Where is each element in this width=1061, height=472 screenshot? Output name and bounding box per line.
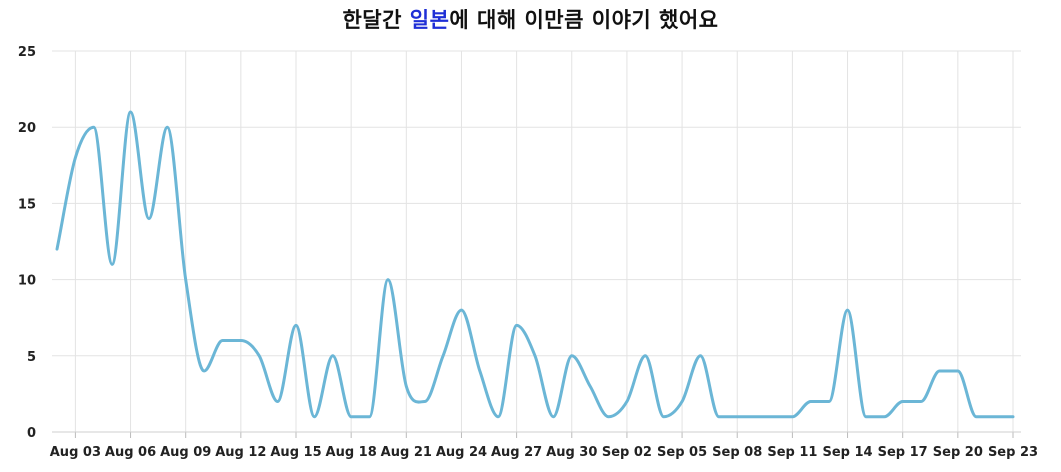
x-tick-label: Aug 18 (326, 445, 377, 460)
x-tick-label: Sep 17 (878, 445, 928, 460)
x-tick-label: Aug 15 (270, 445, 321, 460)
x-tick-label: Sep 14 (822, 445, 872, 460)
x-tick-label: Aug 03 (50, 445, 101, 460)
y-tick-label: 0 (27, 426, 36, 441)
grid-lines (52, 50, 1021, 438)
x-tick-label: Sep 05 (657, 445, 707, 460)
y-tick-label: 10 (18, 274, 36, 289)
x-tick-label: Sep 08 (712, 445, 762, 460)
x-tick-label: Aug 09 (160, 445, 211, 460)
chart-title: 한달간 일본에 대해 이만큼 이야기 했어요 (0, 4, 1061, 34)
y-tick-label: 5 (27, 350, 36, 365)
y-tick-label: 25 (18, 45, 36, 60)
x-tick-label: Aug 27 (491, 445, 542, 460)
y-axis-ticks: 0 5 10 15 20 25 (18, 45, 36, 441)
x-tick-label: Aug 24 (436, 445, 487, 460)
y-tick-label: 20 (18, 121, 36, 136)
x-tick-label: Sep 02 (602, 445, 652, 460)
x-tick-label: Aug 21 (381, 445, 432, 460)
title-highlight: 일본 (409, 8, 450, 32)
y-tick-label: 15 (18, 197, 36, 212)
x-tick-label: Aug 06 (105, 445, 156, 460)
series-line (55, 110, 1015, 419)
title-text-after: 에 대해 이만큼 이야기 했어요 (449, 8, 719, 32)
x-axis-ticks: Aug 03 Aug 06 Aug 09 Aug 12 Aug 15 Aug 18 Aug … (50, 445, 1038, 460)
x-tick-label: Aug 12 (215, 445, 266, 460)
x-tick-label: Sep 20 (933, 445, 983, 460)
title-text-before: 한달간 (342, 8, 410, 32)
x-tick-label: Aug 30 (546, 445, 597, 460)
series-group (55, 110, 1015, 419)
x-tick-label: Sep 11 (767, 445, 817, 460)
x-tick-label: Sep 23 (988, 445, 1038, 460)
